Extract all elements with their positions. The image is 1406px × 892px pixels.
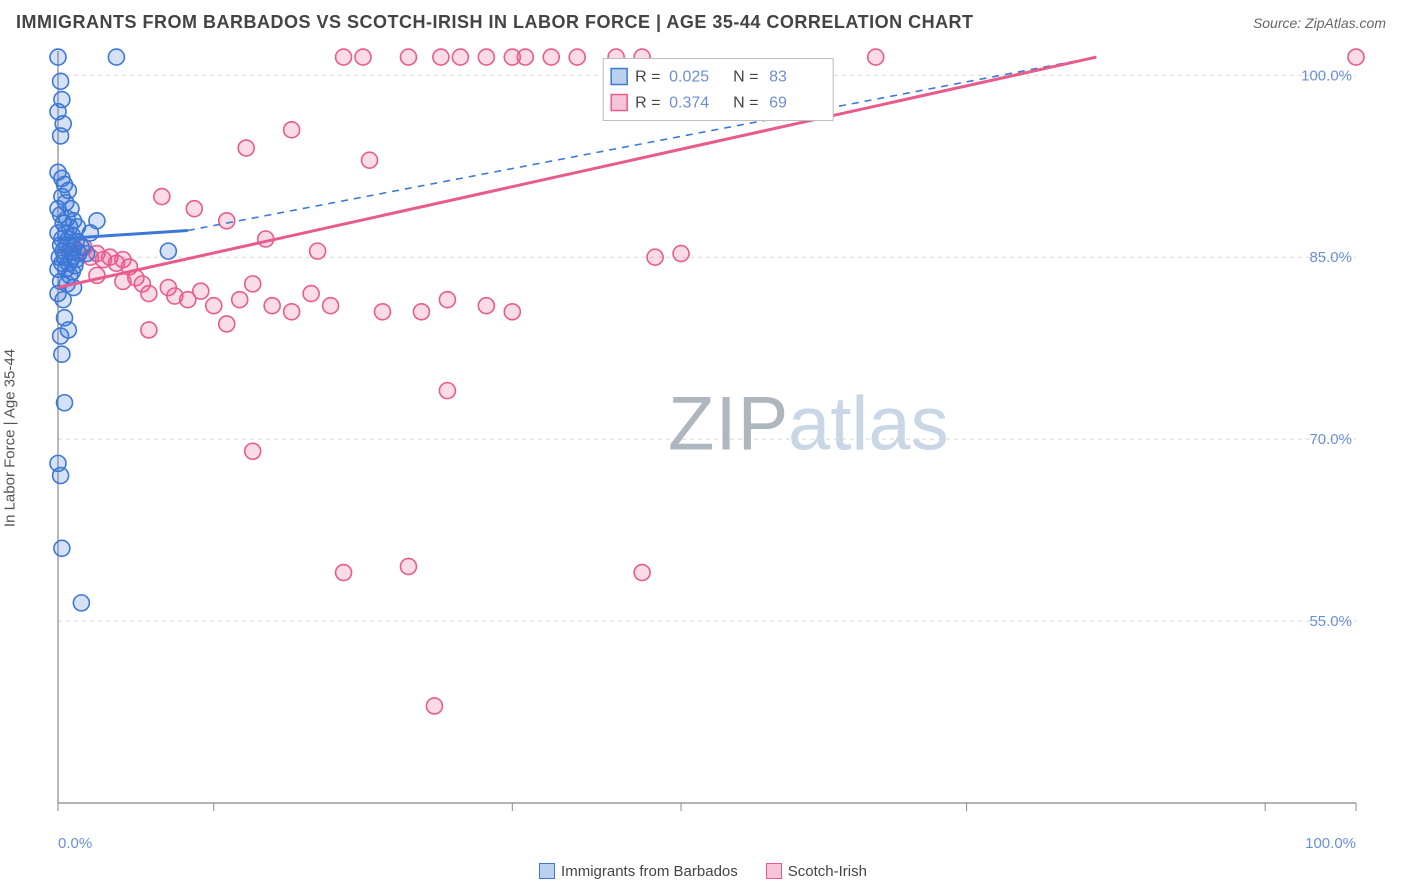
data-point (53, 128, 69, 144)
data-point (400, 49, 416, 65)
data-point (433, 49, 449, 65)
data-point (141, 286, 157, 302)
legend-item: Immigrants from Barbados (539, 863, 738, 880)
data-point (186, 201, 202, 217)
data-point (219, 316, 235, 332)
data-point (219, 213, 235, 229)
data-point (634, 565, 650, 581)
data-point (53, 468, 69, 484)
data-point (504, 304, 520, 320)
chart-title: IMMIGRANTS FROM BARBADOS VS SCOTCH-IRISH… (16, 12, 974, 33)
data-point (73, 595, 89, 611)
data-point (264, 298, 280, 314)
data-point (193, 283, 209, 299)
stats-n-value: 83 (769, 69, 787, 86)
legend-label: Immigrants from Barbados (561, 863, 738, 880)
chart-header: IMMIGRANTS FROM BARBADOS VS SCOTCH-IRISH… (0, 0, 1406, 39)
data-point (355, 49, 371, 65)
data-point (478, 49, 494, 65)
data-point (569, 49, 585, 65)
y-tick-label: 55.0% (1309, 613, 1352, 630)
scatter-plot: 55.0% 70.0% 85.0% 100.0% ZIPatlas R = 0.025 N =… (16, 43, 1376, 833)
data-point (336, 565, 352, 581)
x-tick-label: 100.0% (1305, 835, 1356, 852)
source-label: Source: ZipAtlas.com (1253, 15, 1386, 31)
data-point (238, 140, 254, 156)
legend-label: Scotch-Irish (788, 863, 867, 880)
y-tick-label: 100.0% (1301, 67, 1352, 84)
stats-n-value: 69 (769, 95, 787, 112)
data-point (543, 49, 559, 65)
data-point (426, 698, 442, 714)
data-point (439, 383, 455, 399)
data-point (141, 322, 157, 338)
stats-r-label: R = (635, 69, 660, 86)
data-point (206, 298, 222, 314)
data-point (517, 49, 533, 65)
data-point (362, 152, 378, 168)
x-axis-tick-labels: 0.0% 100.0% (16, 835, 1390, 857)
data-point (673, 246, 689, 262)
data-point (53, 73, 69, 89)
legend-swatch (539, 863, 555, 879)
data-point (647, 249, 663, 265)
data-point (323, 298, 339, 314)
data-point (53, 328, 69, 344)
data-point (336, 49, 352, 65)
stats-n-label: N = (733, 95, 758, 112)
data-point (478, 298, 494, 314)
data-point (310, 243, 326, 259)
stats-swatch (611, 69, 627, 85)
data-point (413, 304, 429, 320)
data-point (54, 540, 70, 556)
data-point (400, 558, 416, 574)
watermark: atlas (788, 382, 949, 467)
data-point (55, 292, 71, 308)
data-point (50, 49, 66, 65)
legend-item: Scotch-Irish (766, 863, 867, 880)
y-axis-label: In Labor Force | Age 35-44 (2, 349, 19, 527)
stats-r-label: R = (635, 95, 660, 112)
data-point (868, 49, 884, 65)
stats-n-label: N = (733, 69, 758, 86)
stats-swatch (611, 95, 627, 111)
data-point (245, 443, 261, 459)
data-point (452, 49, 468, 65)
x-tick-label: 0.0% (58, 835, 92, 852)
data-point (160, 243, 176, 259)
stats-r-value: 0.025 (669, 69, 709, 86)
data-point (154, 189, 170, 205)
data-point (284, 122, 300, 138)
chart-container: In Labor Force | Age 35-44 55.0%70.0%85.… (16, 43, 1390, 833)
data-point (284, 304, 300, 320)
data-point (232, 292, 248, 308)
data-point (108, 49, 124, 65)
bottom-legend: Immigrants from Barbados Scotch-Irish (0, 863, 1406, 880)
watermark: ZIP (668, 382, 789, 467)
data-point (56, 395, 72, 411)
y-tick-label: 70.0% (1309, 431, 1352, 448)
legend-swatch (766, 863, 782, 879)
data-point (375, 304, 391, 320)
data-point (245, 276, 261, 292)
data-point (54, 346, 70, 362)
stats-r-value: 0.374 (669, 95, 709, 112)
y-tick-label: 85.0% (1309, 249, 1352, 266)
data-point (439, 292, 455, 308)
data-point (303, 286, 319, 302)
data-point (1348, 49, 1364, 65)
